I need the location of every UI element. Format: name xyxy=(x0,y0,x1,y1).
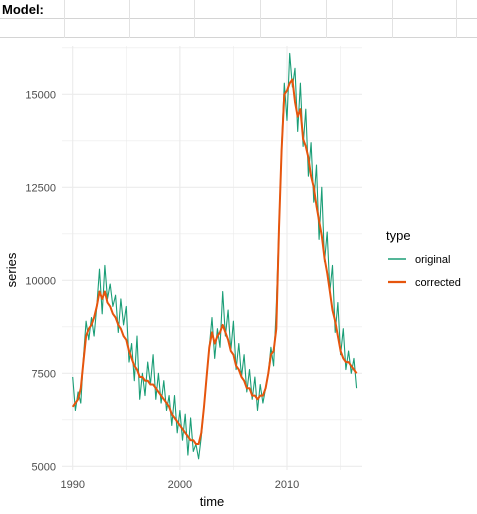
legend: type original corrected xyxy=(386,228,461,289)
x-tick-label: 2010 xyxy=(275,479,299,491)
time-series-chart: 5000 7500 10000 12500 15000 1990 2000 2010 tim… xyxy=(4,46,461,509)
y-tick-labels: 5000 7500 10000 12500 15000 xyxy=(25,89,56,473)
legend-label-original: original xyxy=(415,254,450,266)
spreadsheet-strip: Model: xyxy=(0,0,477,38)
y-tick-label: 5000 xyxy=(32,461,56,473)
sheet-cell[interactable] xyxy=(64,0,65,38)
model-label: Model: xyxy=(2,2,44,17)
legend-label-corrected: corrected xyxy=(415,277,461,289)
sheet-cell[interactable] xyxy=(392,0,393,38)
sheet-cell[interactable] xyxy=(129,0,130,38)
grid-lines xyxy=(62,46,362,470)
sheet-cell[interactable] xyxy=(260,0,261,38)
series-line-original xyxy=(72,52,358,460)
y-axis-title: series xyxy=(4,252,19,287)
y-tick-label: 10000 xyxy=(25,275,56,287)
x-tick-labels: 1990 2000 2010 xyxy=(60,479,299,491)
sheet-row-divider xyxy=(0,37,477,38)
y-tick-label: 12500 xyxy=(25,182,56,194)
sheet-cell[interactable] xyxy=(194,0,195,38)
sheet-cell[interactable] xyxy=(456,0,457,38)
x-axis-title: time xyxy=(200,494,225,509)
series-line-corrected xyxy=(71,78,358,445)
y-tick-label: 15000 xyxy=(25,89,56,101)
y-tick-label: 7500 xyxy=(32,368,56,380)
legend-title: type xyxy=(386,228,411,243)
sheet-cell[interactable] xyxy=(326,0,327,38)
x-tick-label: 2000 xyxy=(168,479,192,491)
x-tick-label: 1990 xyxy=(60,479,84,491)
series-lines xyxy=(71,52,358,460)
sheet-row-divider xyxy=(0,18,477,19)
